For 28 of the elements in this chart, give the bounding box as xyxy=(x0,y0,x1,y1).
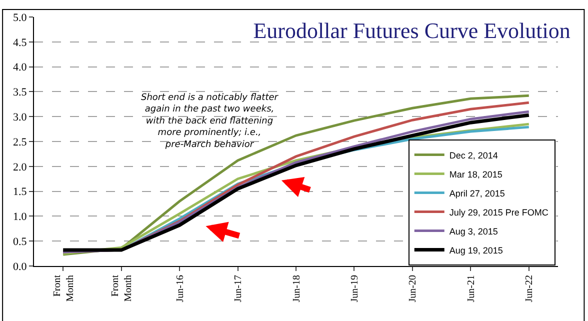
chart-title: Eurodollar Futures Curve Evolution xyxy=(253,18,570,43)
y-tick-label: 3.0 xyxy=(13,111,28,124)
x-tick-label: Front Month xyxy=(52,274,76,302)
y-tick-label: 2.0 xyxy=(13,161,28,174)
y-tick-label: 0.5 xyxy=(13,236,28,248)
y-tick-label: 5.0 xyxy=(13,12,28,24)
x-tick-label: Jun-20 xyxy=(408,275,419,302)
y-tick-label: 3.5 xyxy=(13,86,28,99)
x-tick-label: Jun-16 xyxy=(174,275,186,302)
x-tick-label: Jun-18 xyxy=(291,275,302,302)
y-tick-label: 2.5 xyxy=(13,136,28,148)
x-tick-label: Front Month xyxy=(110,274,134,302)
legend-label: Aug 3, 2015 xyxy=(449,226,498,236)
y-tick-label: 1.5 xyxy=(13,186,28,198)
y-tick-label: 0.0 xyxy=(13,260,28,273)
y-tick-label: 4.5 xyxy=(13,36,28,49)
legend-label: Dec 2, 2014 xyxy=(449,150,498,160)
legend-label: April 27, 2015 xyxy=(449,188,505,198)
y-tick-label: 1.0 xyxy=(13,211,28,224)
x-tick-label: Jun-17 xyxy=(233,275,244,302)
legend-label: Aug 19, 2015 xyxy=(449,245,503,256)
x-tick-label: Jun-22 xyxy=(524,275,536,302)
legend-label: Mar 18, 2015 xyxy=(449,169,502,180)
x-tick-label: Jun-19 xyxy=(349,275,360,302)
y-tick-label: 4.0 xyxy=(13,62,28,74)
annotation: Short end is a noticably flatter again in the past two weeks, with the back end flattening more prominently; i.e., pre-March behavior xyxy=(141,93,280,150)
x-tick-label: Jun-21 xyxy=(466,275,477,302)
legend-label: July 29, 2015 Pre FOMC xyxy=(449,207,549,218)
